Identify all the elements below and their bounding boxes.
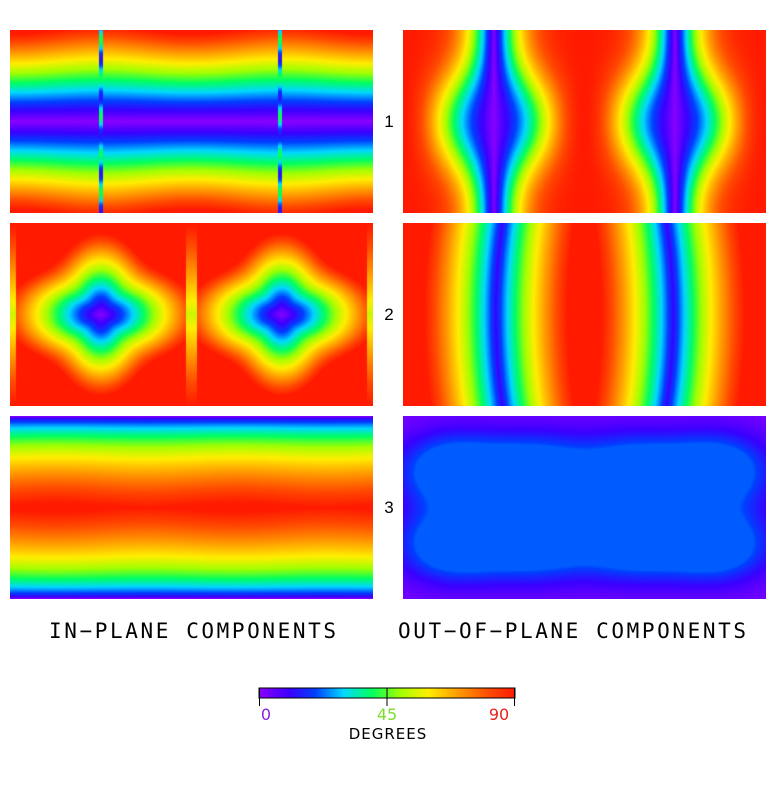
colorbar [258,687,516,706]
row-label-3: 3 [384,498,394,517]
panel-in-plane-2 [10,223,373,406]
colorbar-tick-label-0: 0 [260,705,272,724]
row-label-1: 1 [384,112,394,131]
panel-out-of-plane-1 [403,30,766,213]
colorbar-tick-label-90: 90 [488,705,510,724]
panel-in-plane-1 [10,30,373,213]
caption-in-plane: IN−PLANE COMPONENTS [49,619,339,643]
panel-out-of-plane-3 [403,416,766,599]
caption-out-of-plane: OUT−OF−PLANE COMPONENTS [398,619,749,643]
colorbar-title: DEGREES [348,725,428,743]
colorbar-tick-label-45: 45 [376,705,398,724]
panel-in-plane-3 [10,416,373,599]
row-label-2: 2 [384,305,394,324]
panel-out-of-plane-2 [403,223,766,406]
